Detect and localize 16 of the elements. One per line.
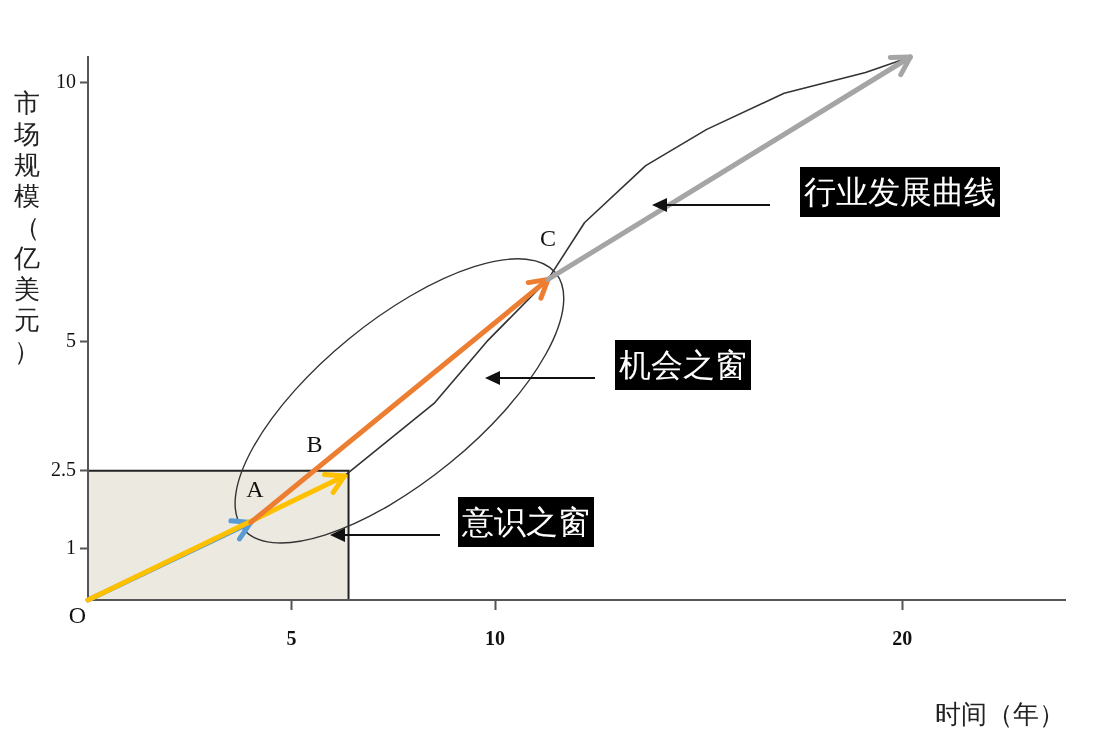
y-tick-label: 1 — [66, 535, 76, 558]
annotation: C — [540, 224, 557, 251]
annotation: A — [246, 475, 265, 502]
x-tick-label: 5 — [286, 627, 297, 650]
y-tick-label: 2.5 — [51, 457, 76, 480]
annotation: 意识之窗 — [458, 497, 594, 547]
annotation: B — [306, 431, 323, 458]
x-tick-label: 20 — [892, 627, 913, 650]
x-tick-label: 10 — [485, 627, 506, 650]
annotation: O — [68, 602, 86, 629]
y-tick-label: 10 — [56, 70, 76, 93]
y-tick-label: 5 — [66, 328, 76, 351]
annotation: 机会之窗 — [615, 340, 751, 390]
annotation: 行业发展曲线 — [800, 167, 1000, 217]
text: 市场规模（亿美元） — [14, 88, 40, 366]
x-axis-title: 时间（年） — [935, 699, 1065, 730]
